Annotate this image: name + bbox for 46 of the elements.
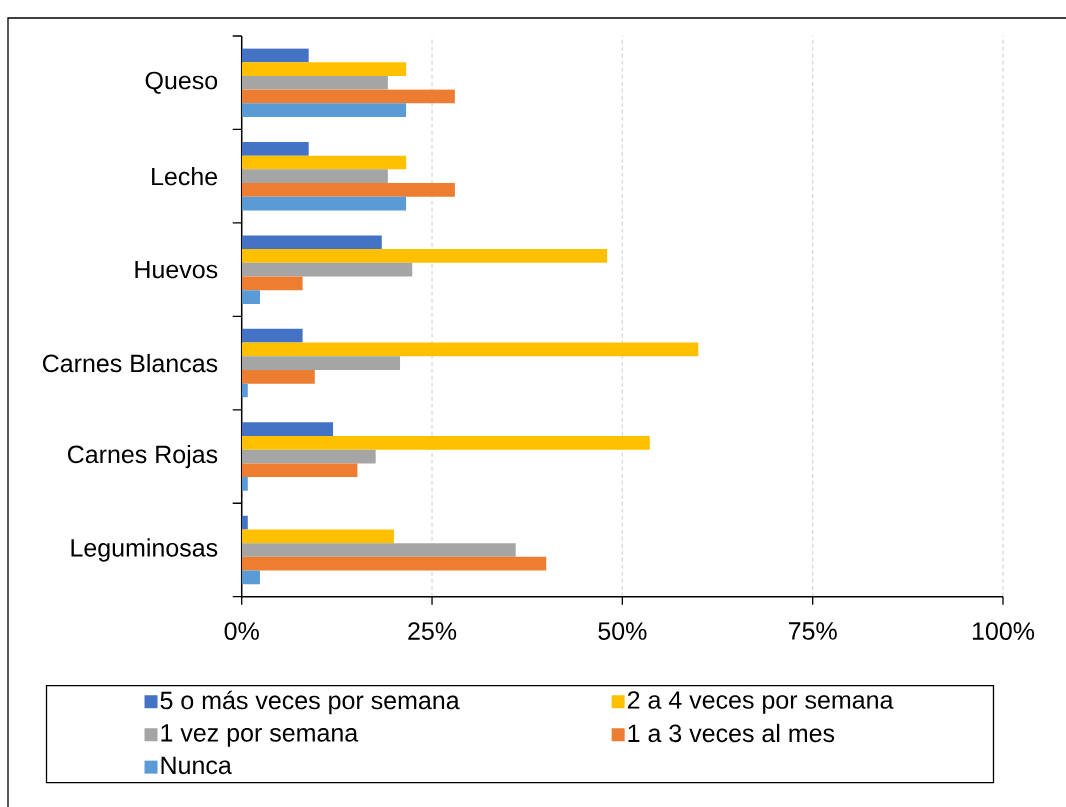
x-tick-label: 100%	[972, 622, 1035, 640]
bar	[241, 169, 388, 184]
legend-label: Nunca	[161, 756, 232, 775]
bar	[241, 75, 388, 90]
bar	[241, 435, 650, 450]
bar	[241, 449, 376, 464]
bar	[241, 155, 407, 170]
bar	[241, 422, 334, 436]
bar	[241, 356, 401, 370]
bar	[241, 328, 303, 343]
legend-label: 2 a 4 veces por semana	[627, 691, 894, 714]
bar	[241, 543, 516, 557]
bar	[241, 290, 260, 304]
bar	[241, 48, 309, 63]
y-tick-label: Leche	[152, 167, 218, 186]
bar	[241, 141, 309, 156]
x-tick-label: 25%	[408, 622, 457, 640]
bar	[241, 183, 455, 197]
y-tick-label: Carnes Blancas	[42, 353, 218, 373]
bar	[241, 235, 382, 250]
bar	[241, 463, 358, 478]
x-tick-label: 50%	[598, 622, 647, 640]
bar	[241, 556, 547, 571]
bar	[241, 103, 407, 117]
bar	[241, 196, 407, 211]
bar	[241, 342, 699, 357]
bar	[241, 529, 394, 544]
legend-label: 1 a 3 veces al mes	[628, 723, 835, 743]
y-tick-label: Leguminosas	[71, 538, 218, 562]
y-tick-label: Queso	[145, 71, 218, 94]
bar	[241, 62, 407, 76]
bar	[241, 515, 248, 530]
legend-label: 5 o más veces por semana	[160, 690, 460, 715]
bar	[241, 383, 248, 398]
bar	[241, 477, 248, 491]
bar	[241, 249, 608, 263]
bar	[241, 262, 413, 277]
bar	[241, 570, 260, 585]
x-tick-label: 0%	[224, 622, 259, 640]
y-tick-label: Carnes Rojas	[67, 444, 218, 469]
bar	[241, 89, 455, 104]
bar	[241, 369, 315, 384]
y-tick-label: Huevos	[135, 260, 218, 279]
bar	[241, 276, 303, 291]
legend-label: 1 vez por semana	[161, 724, 359, 747]
x-tick-label: 75%	[788, 622, 837, 640]
